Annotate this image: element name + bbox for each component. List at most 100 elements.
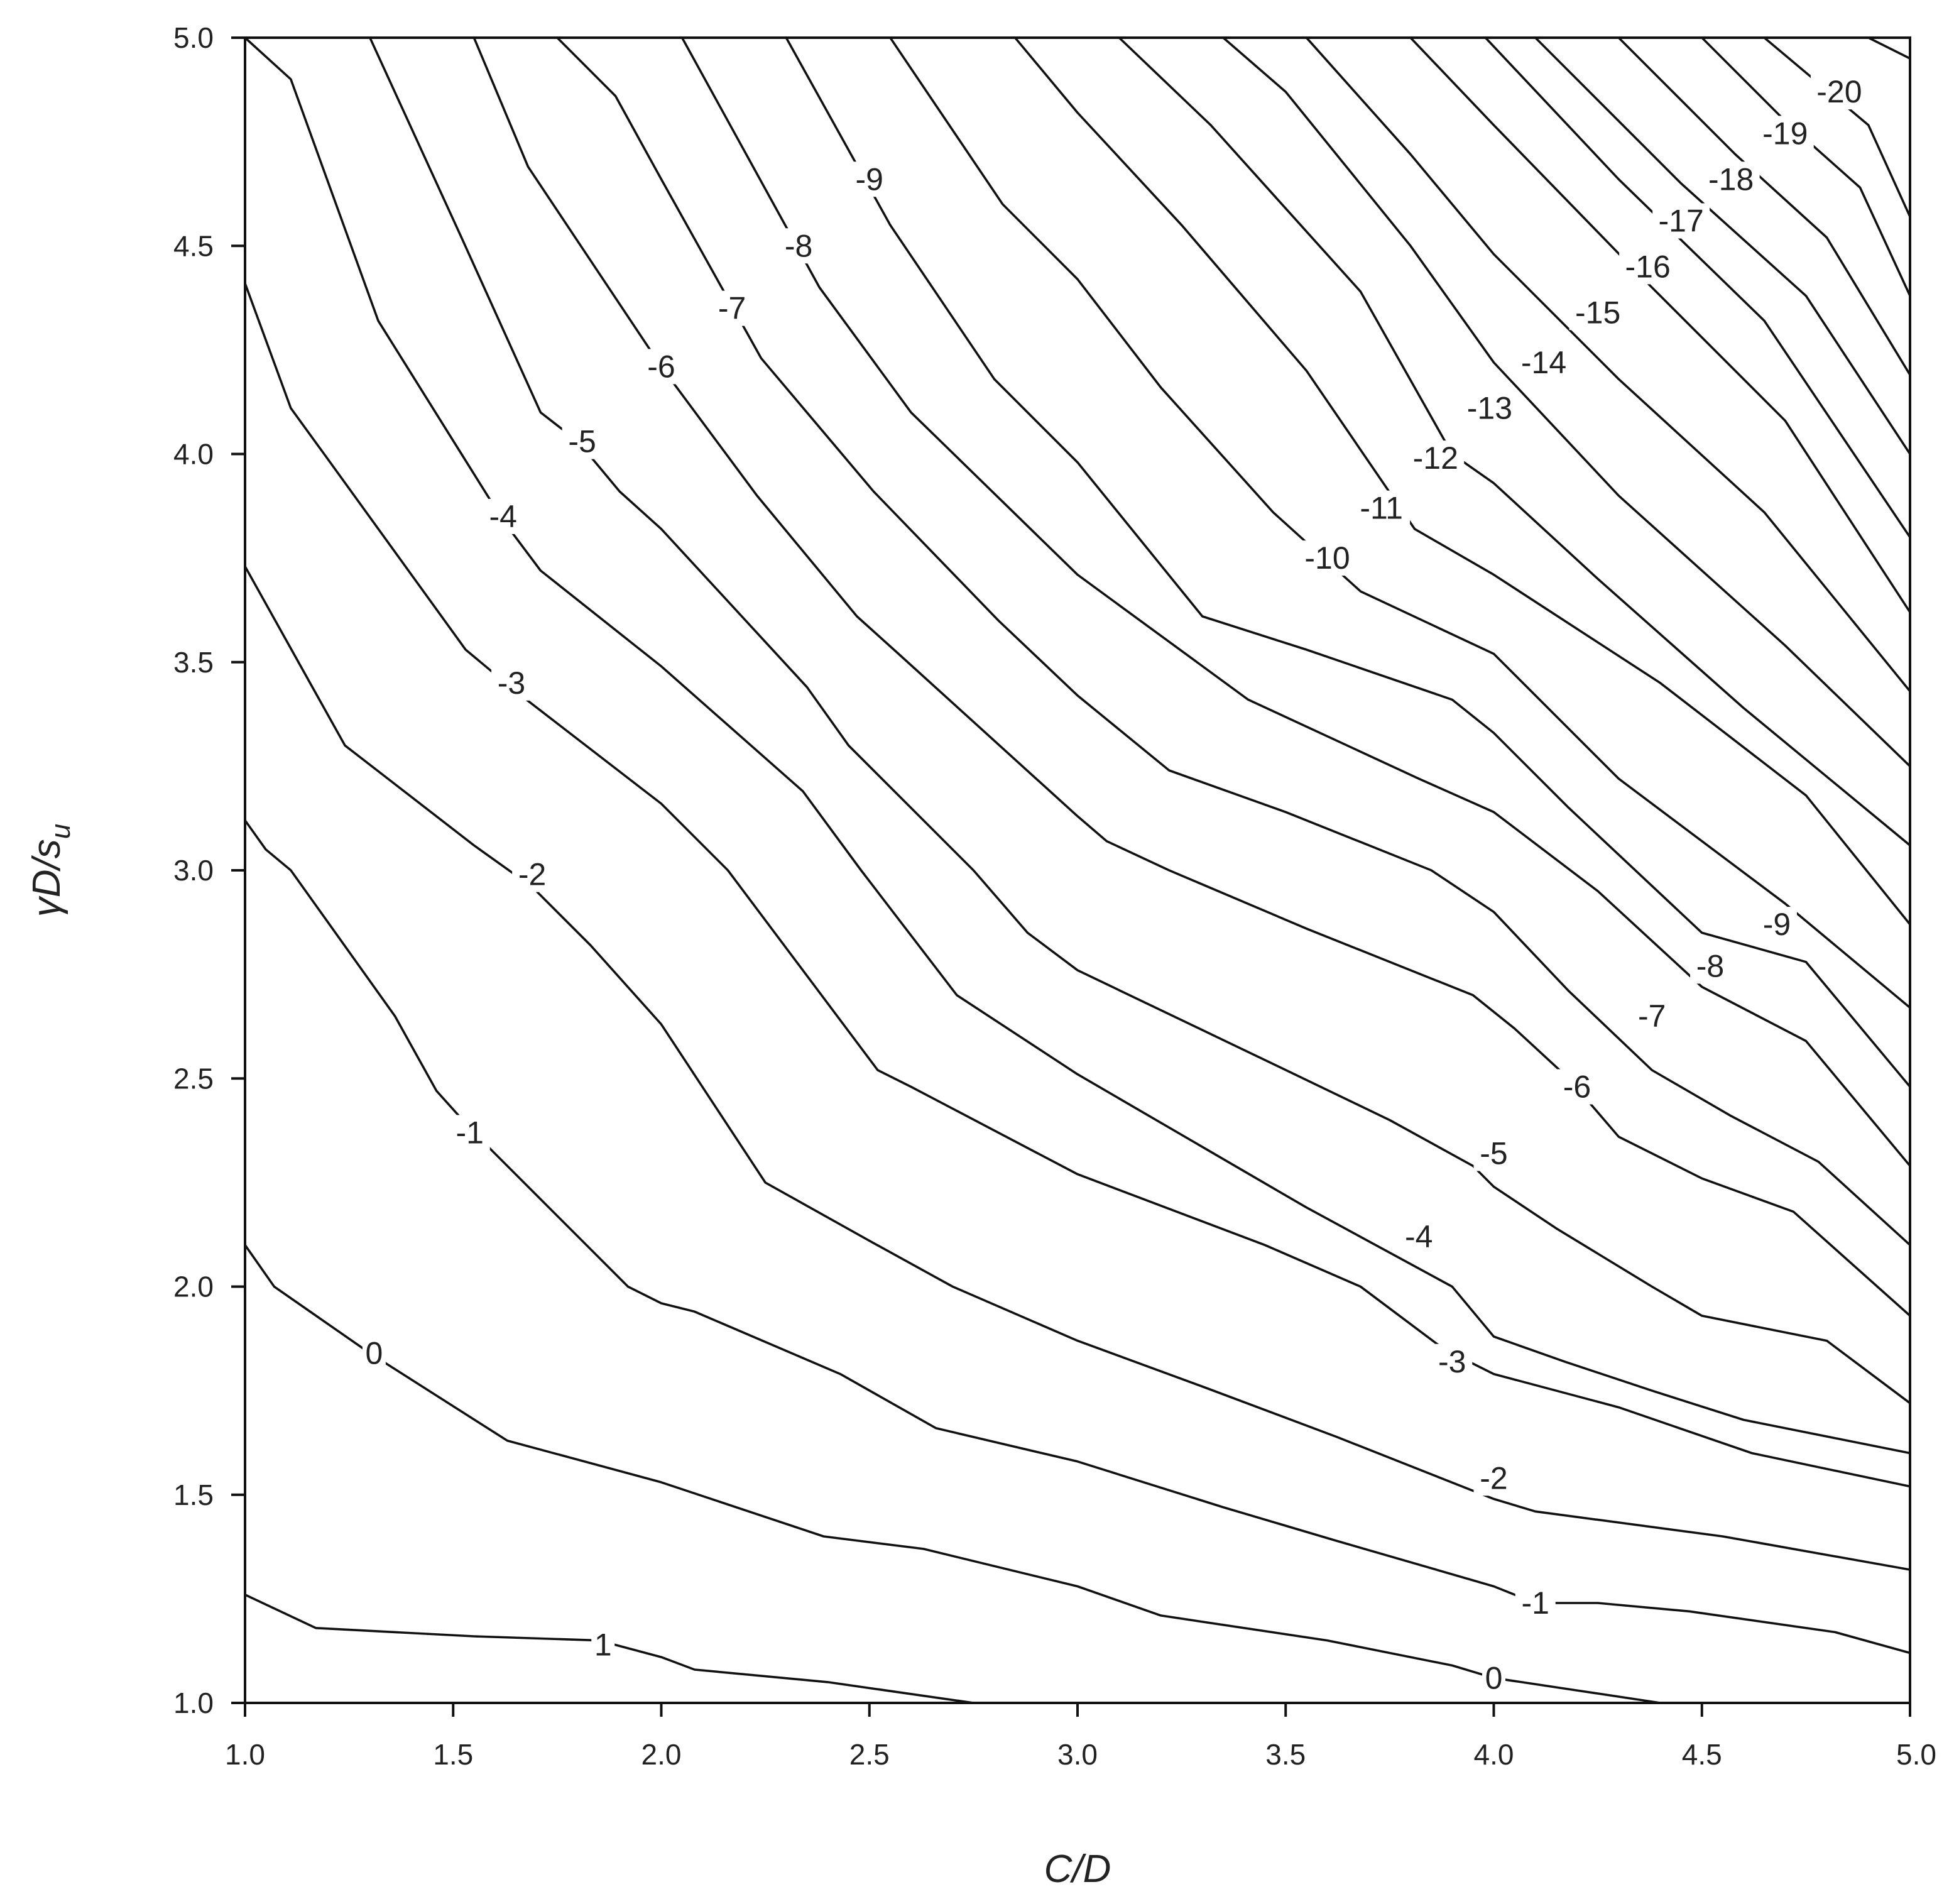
y-tick-label: 1.0	[173, 1687, 214, 1719]
contour-lines	[244, 36, 1911, 1704]
x-tick-label: 1.0	[225, 1738, 265, 1771]
contour-line	[244, 282, 1911, 1488]
contour-label-mask	[1515, 344, 1573, 380]
contour-line	[1305, 36, 1911, 692]
contour-label: -5	[1480, 1136, 1507, 1171]
contour-label: -19	[1762, 116, 1808, 151]
contour-label: -9	[856, 161, 883, 197]
contour-label: -4	[1405, 1219, 1433, 1254]
x-tick-label: 4.0	[1474, 1738, 1514, 1771]
x-axis-title: C/D	[1044, 1847, 1111, 1891]
y-tick-label: 5.0	[173, 21, 214, 54]
contour-label-mask	[1473, 1135, 1514, 1171]
contour-label-mask	[449, 1115, 490, 1151]
contour-label: -8	[1696, 948, 1724, 983]
y-tick-label: 2.0	[173, 1271, 214, 1303]
contour-label: -6	[647, 349, 675, 384]
contour-label: -6	[1563, 1070, 1591, 1105]
x-tick-label: 2.5	[849, 1738, 890, 1771]
contour-label-mask	[1407, 440, 1465, 476]
contour-label: -15	[1575, 295, 1620, 330]
y-tick-label: 3.0	[173, 854, 214, 887]
contour-labels: 1 0 0 -1 -1 -2 -2 -3 -3 -4 -4 -5 -5 -6 -6 -7 -7 -8 -8 -9 -9 -…	[362, 74, 1868, 1696]
contour-line	[472, 36, 1911, 1317]
contour-label-mask	[1557, 1069, 1597, 1105]
contour-label: -10	[1304, 540, 1350, 576]
contour-label-mask	[591, 1627, 615, 1663]
contour-label: -17	[1658, 204, 1703, 239]
contour-label-mask	[1399, 1219, 1439, 1254]
contour-line	[1409, 36, 1911, 614]
contour-label: 0	[1485, 1660, 1503, 1695]
contour-label-mask	[712, 290, 753, 326]
contour-label: -16	[1625, 249, 1670, 284]
contour-line	[556, 36, 1911, 1247]
contour-label-mask	[1473, 1460, 1514, 1496]
contour-line	[680, 36, 1911, 1168]
contour-label: -5	[568, 424, 596, 459]
contour-label: -18	[1708, 161, 1754, 197]
contour-line	[1013, 36, 1911, 926]
contour-label-mask	[1432, 1343, 1473, 1379]
contour-label-mask	[562, 424, 603, 459]
contour-line	[785, 36, 1911, 1088]
x-tick-label: 1.5	[433, 1738, 473, 1771]
contour-label: -12	[1413, 440, 1458, 476]
y-tick-label: 1.5	[173, 1479, 214, 1511]
y-tick-label: 4.0	[173, 438, 214, 471]
x-axis-ticks: 1.0 1.5 2.0 2.5 3.0 3.5 4.0 4.5 5.0	[225, 1703, 1936, 1771]
contour-line	[1617, 36, 1911, 376]
contour-line	[244, 36, 1911, 1455]
y-tick-label: 3.5	[173, 646, 214, 679]
contour-line	[244, 1594, 975, 1704]
contour-label: -4	[489, 499, 517, 534]
contour-label-mask	[1690, 948, 1730, 984]
y-tick-label: 4.5	[173, 229, 214, 262]
contour-label-mask	[1702, 161, 1760, 197]
contour-label-mask	[1461, 390, 1519, 426]
contour-label: -2	[1480, 1460, 1507, 1496]
contour-line	[1867, 36, 1911, 60]
contour-label-mask	[641, 349, 682, 385]
contour-label-mask	[512, 856, 553, 892]
plot-frame	[244, 36, 1911, 1704]
contour-label-mask	[1652, 203, 1710, 239]
contour-label: -13	[1467, 391, 1512, 426]
contour-label-mask	[1299, 540, 1356, 576]
contour-label-mask	[1810, 74, 1868, 110]
contour-label-mask	[1756, 116, 1814, 151]
contour-line	[1484, 36, 1911, 539]
contour-label: -3	[498, 665, 525, 701]
contour-label-mask	[849, 161, 890, 197]
contour-line	[1118, 36, 1911, 847]
contour-label-mask	[1632, 998, 1673, 1034]
contour-label-mask	[778, 228, 819, 264]
contour-label: -7	[718, 291, 746, 326]
contour-line	[244, 1244, 1662, 1704]
contour-label: -8	[785, 228, 812, 263]
x-tick-label: 4.5	[1682, 1738, 1722, 1771]
contour-label: 0	[365, 1336, 383, 1371]
contour-line	[1222, 36, 1911, 768]
contour-label: -7	[1638, 999, 1666, 1034]
contour-label-mask	[1353, 490, 1411, 526]
x-tick-label: 3.0	[1057, 1738, 1098, 1771]
y-axis-title: γD/su	[25, 824, 76, 917]
contour-label-mask	[1619, 249, 1677, 285]
contour-label: -1	[1522, 1585, 1549, 1621]
contour-line	[244, 565, 1911, 1571]
contour-label: -3	[1438, 1344, 1466, 1379]
contour-label-mask	[1569, 295, 1627, 331]
contour-label-mask	[362, 1335, 386, 1371]
y-tick-label: 2.5	[173, 1062, 214, 1095]
contour-label-mask	[1482, 1660, 1505, 1696]
x-tick-label: 3.5	[1265, 1738, 1306, 1771]
contour-label: -1	[456, 1115, 484, 1150]
y-axis-ticks: 1.0 1.5 2.0 2.5 3.0 3.5 4.0 4.5 5.0	[173, 21, 245, 1719]
contour-line	[1763, 36, 1911, 218]
contour-line	[1701, 36, 1911, 297]
contour-label-mask	[1757, 907, 1797, 943]
contour-label: -2	[518, 857, 546, 892]
contour-line	[244, 819, 1911, 1655]
